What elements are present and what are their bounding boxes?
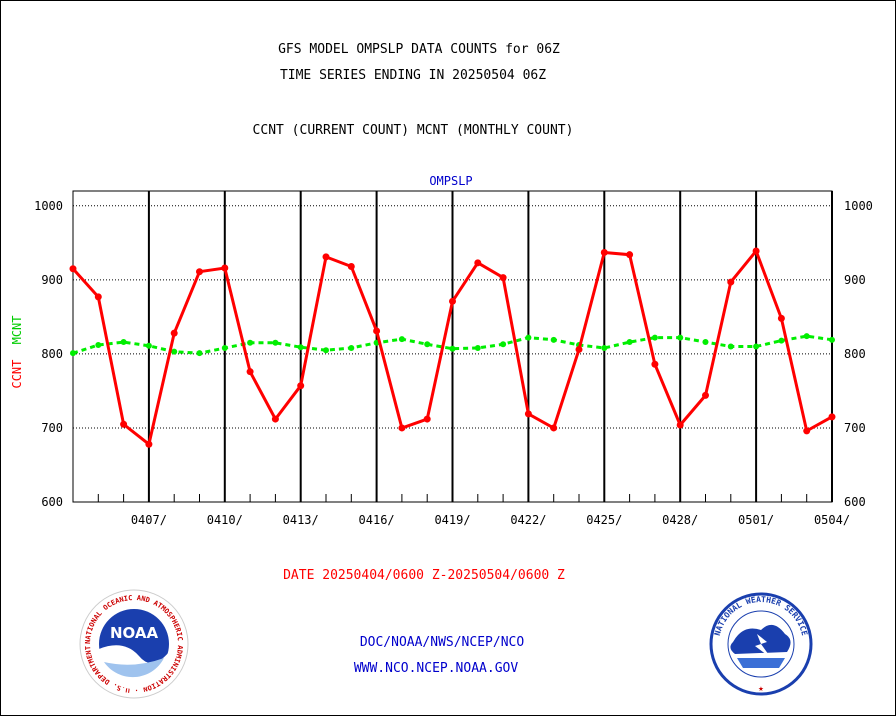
data-point-ccnt bbox=[398, 424, 406, 432]
plot-title: OMPSLP bbox=[429, 174, 472, 188]
data-point-ccnt bbox=[94, 293, 102, 301]
data-point-ccnt bbox=[474, 259, 482, 267]
data-point-ccnt bbox=[69, 265, 77, 273]
x-tick-label: 0416/ bbox=[359, 513, 395, 527]
data-point-ccnt bbox=[322, 253, 330, 261]
data-point-mcnt bbox=[247, 339, 254, 346]
data-point-mcnt bbox=[297, 344, 304, 351]
y-axis-label: CCNT MCNT bbox=[10, 315, 24, 388]
data-point-mcnt bbox=[120, 339, 127, 346]
x-tick-label: 0504/ bbox=[814, 513, 850, 527]
data-point-ccnt bbox=[170, 329, 178, 337]
x-tick-label: 0419/ bbox=[434, 513, 470, 527]
org-text: DOC/NOAA/NWS/NCEP/NCO bbox=[360, 635, 525, 650]
noaa-logo: NATIONAL OCEANIC AND ATMOSPHERIC ADMINIS… bbox=[79, 589, 189, 699]
y-tick-label-left: 800 bbox=[41, 347, 63, 361]
data-point-ccnt bbox=[752, 247, 760, 255]
data-point-mcnt bbox=[70, 350, 76, 357]
data-point-ccnt bbox=[828, 413, 836, 421]
y-tick-label-left: 600 bbox=[41, 495, 63, 509]
data-point-mcnt bbox=[677, 334, 684, 341]
data-point-mcnt bbox=[398, 336, 405, 343]
data-point-ccnt bbox=[777, 314, 785, 322]
y-tick-label-right: 1000 bbox=[844, 199, 873, 213]
x-tick-label: 0413/ bbox=[283, 513, 319, 527]
data-point-mcnt bbox=[753, 343, 760, 350]
title-line-3: CCNT (CURRENT COUNT) MCNT (MONTHLY COUNT… bbox=[253, 123, 574, 138]
data-point-mcnt bbox=[601, 344, 608, 351]
y-tick-label-right: 900 bbox=[844, 273, 866, 287]
data-point-mcnt bbox=[196, 350, 203, 357]
y-tick-label-left: 1000 bbox=[34, 199, 63, 213]
url-link[interactable]: WWW.NCO.NCEP.NOAA.GOV bbox=[354, 661, 519, 676]
data-point-ccnt bbox=[120, 420, 128, 428]
date-range: DATE 20250404/0600 Z-20250504/0600 Z bbox=[283, 568, 565, 583]
data-point-mcnt bbox=[221, 344, 228, 351]
data-point-mcnt bbox=[474, 344, 481, 351]
title-line-1: GFS MODEL OMPSLP DATA COUNTS for 06Z bbox=[278, 42, 560, 57]
data-point-ccnt bbox=[600, 248, 608, 256]
data-point-ccnt bbox=[626, 251, 634, 259]
data-point-ccnt bbox=[145, 440, 153, 448]
y-tick-label-right: 700 bbox=[844, 421, 866, 435]
data-point-mcnt bbox=[95, 342, 102, 349]
nws-logo: NATIONAL WEATHER SERVICE ★ bbox=[709, 592, 813, 696]
data-point-ccnt bbox=[702, 391, 709, 399]
x-tick-label: 0407/ bbox=[131, 513, 167, 527]
data-point-ccnt bbox=[651, 360, 659, 368]
data-point-mcnt bbox=[778, 337, 785, 344]
data-point-ccnt bbox=[347, 263, 355, 271]
y-tick-label-left: 900 bbox=[41, 273, 63, 287]
data-point-ccnt bbox=[423, 415, 431, 423]
data-point-ccnt bbox=[271, 415, 279, 423]
data-point-ccnt bbox=[246, 368, 254, 376]
data-point-mcnt bbox=[348, 344, 355, 351]
data-point-mcnt bbox=[829, 336, 835, 343]
data-point-mcnt bbox=[727, 343, 734, 350]
data-point-ccnt bbox=[449, 297, 456, 305]
noaa-logo-text: NOAA bbox=[110, 624, 159, 642]
y-tick-label-left: 700 bbox=[41, 421, 63, 435]
data-point-ccnt bbox=[727, 278, 735, 286]
data-point-mcnt bbox=[550, 336, 557, 343]
y-axis-label-ccnt: CCNT bbox=[10, 360, 24, 389]
y-tick-label-right: 800 bbox=[844, 347, 866, 361]
data-point-ccnt bbox=[550, 424, 558, 432]
x-tick-label: 0410/ bbox=[207, 513, 243, 527]
plot-area: 600 600 700 700 800 800 900 900 1000 1000 0407/041… bbox=[34, 190, 873, 527]
data-point-mcnt bbox=[424, 341, 431, 348]
nws-star-icon: ★ bbox=[758, 684, 764, 694]
data-point-ccnt bbox=[803, 427, 811, 435]
data-point-mcnt bbox=[449, 345, 456, 352]
data-point-mcnt bbox=[525, 334, 532, 341]
data-point-ccnt bbox=[373, 327, 381, 335]
data-point-ccnt bbox=[676, 421, 684, 429]
data-point-mcnt bbox=[272, 339, 279, 346]
y-tick-label-right: 600 bbox=[844, 495, 866, 509]
data-point-ccnt bbox=[524, 410, 532, 418]
x-tick-label: 0501/ bbox=[738, 513, 774, 527]
title-line-2: TIME SERIES ENDING IN 20250504 06Z bbox=[280, 68, 546, 83]
x-tick-label: 0425/ bbox=[586, 513, 622, 527]
x-tick-label: 0422/ bbox=[510, 513, 546, 527]
data-point-mcnt bbox=[803, 333, 810, 340]
y-axis-label-mcnt: MCNT bbox=[10, 315, 24, 344]
data-point-ccnt bbox=[221, 264, 229, 272]
data-point-ccnt bbox=[297, 382, 305, 390]
data-point-ccnt bbox=[575, 345, 583, 353]
data-point-mcnt bbox=[323, 347, 329, 354]
data-point-mcnt bbox=[651, 334, 658, 341]
data-point-ccnt bbox=[196, 268, 203, 276]
data-point-ccnt bbox=[499, 274, 507, 282]
data-point-mcnt bbox=[702, 339, 709, 346]
data-point-mcnt bbox=[500, 341, 507, 348]
data-point-mcnt bbox=[626, 339, 633, 346]
data-point-mcnt bbox=[145, 342, 152, 349]
x-tick-label: 0428/ bbox=[662, 513, 698, 527]
data-point-mcnt bbox=[171, 348, 178, 355]
